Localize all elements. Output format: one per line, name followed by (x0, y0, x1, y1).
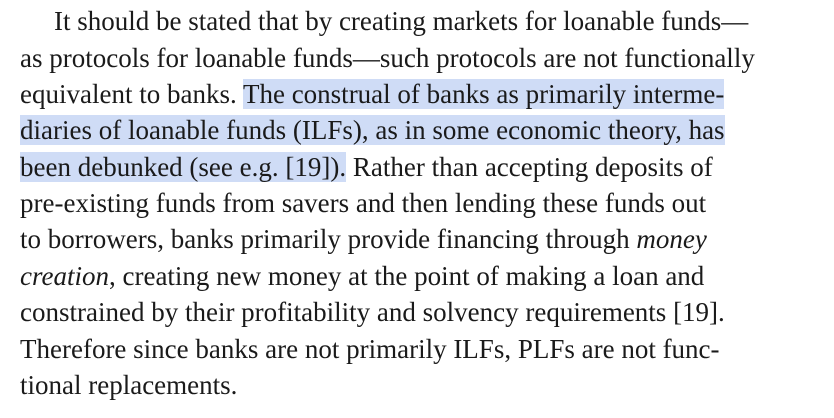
text-segment: to borrowers, banks primarily provide fi… (20, 224, 637, 254)
paragraph-line: constrained by their profitability and s… (20, 294, 725, 330)
italic-term: money (636, 224, 707, 254)
paragraph-line: It should be stated that by creating mar… (54, 3, 748, 39)
italic-term: creation (20, 261, 109, 291)
paragraph-line: Therefore since banks are not primarily … (20, 331, 720, 367)
text-segment: pre-existing funds from savers and then … (20, 188, 707, 218)
text-segment: Rather than accepting deposits of (346, 152, 713, 182)
paragraph-line: to borrowers, banks primarily provide fi… (20, 221, 707, 257)
highlighted-text-selection[interactable]: been debunked (see e.g. [19]). (20, 152, 347, 182)
paragraph-line: equivalent to banks. The construal of ba… (20, 76, 725, 112)
paragraph-line: tional replacements. (20, 367, 237, 403)
paragraph-line: diaries of loanable funds (ILFs), as in … (20, 112, 725, 148)
paragraph-line: been debunked (see e.g. [19]). Rather th… (20, 149, 713, 185)
paragraph-line: pre-existing funds from savers and then … (20, 185, 706, 221)
text-segment: It should be stated that by creating mar… (54, 6, 749, 36)
text-segment: equivalent to banks. (20, 79, 243, 109)
highlighted-text-selection[interactable]: diaries of loanable funds (ILFs), as in … (20, 115, 725, 145)
text-segment: Therefore since banks are not primarily … (20, 334, 720, 364)
text-segment: , creating new money at the point of mak… (108, 261, 705, 291)
paragraph-line: creation, creating new money at the poin… (20, 258, 704, 294)
paragraph-line: as protocols for loanable funds—such pro… (20, 40, 755, 76)
text-segment: tional replacements. (20, 370, 238, 400)
text-segment: as protocols for loanable funds—such pro… (20, 43, 755, 73)
highlighted-text-selection[interactable]: The construal of banks as primarily inte… (242, 79, 725, 109)
text-segment: constrained by their profitability and s… (20, 297, 725, 327)
